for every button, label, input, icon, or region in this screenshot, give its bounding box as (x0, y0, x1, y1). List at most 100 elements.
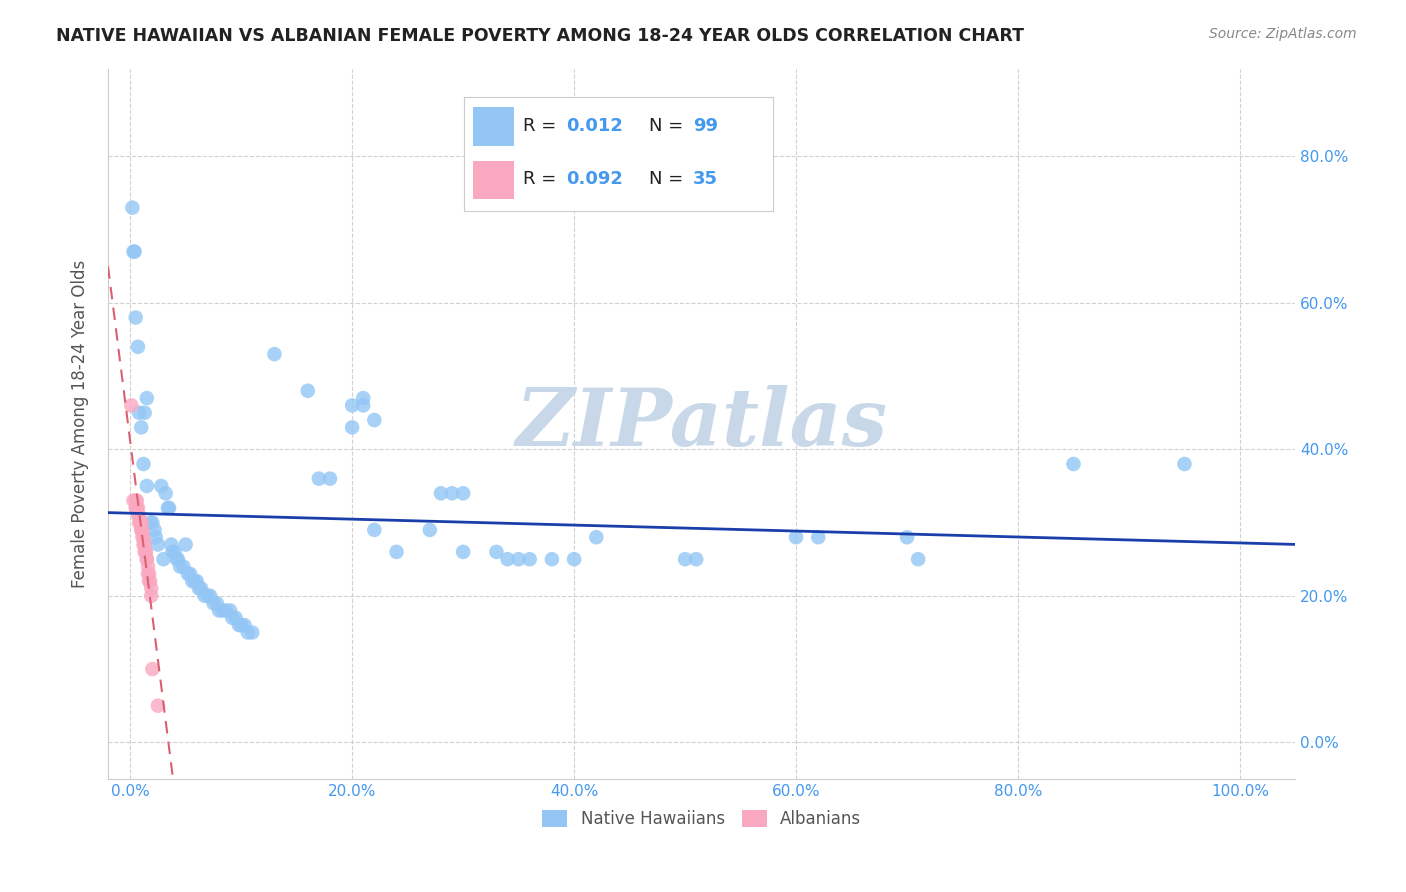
Point (120, 398, 142, 412)
Point (233, 618, 256, 632)
Point (169, 559, 191, 574)
Point (785, 530, 807, 544)
Point (197, 589, 219, 603)
Point (219, 603, 242, 617)
Point (127, 500, 149, 515)
Point (125, 493, 148, 508)
Point (129, 516, 152, 530)
Point (1063, 457, 1085, 471)
Point (157, 500, 180, 515)
Point (146, 698, 169, 713)
Point (440, 486, 463, 500)
Point (385, 545, 408, 559)
Point (129, 523, 152, 537)
Point (562, 552, 585, 566)
Point (231, 618, 253, 632)
Point (125, 493, 148, 508)
Point (134, 406, 156, 420)
Point (132, 530, 155, 544)
Point (139, 516, 162, 530)
Point (129, 516, 152, 530)
Point (134, 537, 156, 551)
Point (135, 479, 157, 493)
Point (340, 420, 363, 434)
Point (172, 559, 194, 574)
Point (485, 545, 508, 559)
Point (225, 611, 247, 625)
Point (125, 310, 148, 325)
Point (177, 566, 200, 581)
Point (352, 398, 374, 412)
Point (122, 244, 145, 259)
Point (125, 500, 148, 515)
Point (319, 472, 342, 486)
Point (124, 244, 146, 259)
Point (221, 611, 243, 625)
Point (136, 566, 159, 581)
Point (541, 552, 564, 566)
Point (128, 508, 150, 523)
Point (685, 552, 707, 566)
Point (128, 406, 150, 420)
Point (138, 566, 160, 581)
Point (122, 493, 145, 508)
Point (134, 545, 156, 559)
Point (139, 574, 162, 589)
Point (205, 596, 228, 610)
Point (363, 523, 385, 537)
Point (198, 589, 221, 603)
Point (132, 537, 155, 551)
Point (214, 603, 236, 617)
Legend: Native Hawaiians, Albanians: Native Hawaiians, Albanians (536, 803, 868, 835)
Point (363, 413, 385, 427)
Text: Source: ZipAtlas.com: Source: ZipAtlas.com (1209, 27, 1357, 41)
Point (263, 347, 285, 361)
Point (340, 398, 363, 412)
Point (519, 552, 541, 566)
Point (166, 552, 188, 566)
Point (193, 589, 215, 603)
Point (496, 552, 519, 566)
Point (181, 574, 204, 589)
Point (135, 545, 157, 559)
Point (352, 391, 374, 405)
Point (183, 574, 205, 589)
Point (236, 625, 259, 640)
Point (907, 552, 929, 566)
Point (896, 530, 918, 544)
Point (135, 552, 157, 566)
Point (419, 523, 441, 537)
Point (143, 523, 166, 537)
Point (141, 582, 163, 596)
Point (160, 537, 183, 551)
Point (125, 500, 148, 515)
Point (127, 508, 149, 523)
Point (135, 391, 157, 405)
Point (156, 500, 179, 515)
Point (179, 566, 201, 581)
Point (150, 479, 173, 493)
Point (129, 420, 152, 434)
Y-axis label: Female Poverty Among 18-24 Year Olds: Female Poverty Among 18-24 Year Olds (72, 260, 89, 588)
Point (135, 545, 157, 559)
Point (240, 625, 263, 640)
Point (228, 618, 250, 632)
Point (152, 552, 174, 566)
Point (129, 516, 152, 530)
Point (145, 530, 167, 544)
Point (508, 552, 530, 566)
Point (131, 523, 153, 537)
Point (136, 559, 159, 574)
Point (132, 457, 155, 471)
Point (208, 603, 231, 617)
Point (141, 662, 163, 676)
Point (129, 523, 152, 537)
Point (202, 596, 225, 610)
Point (807, 530, 830, 544)
Text: NATIVE HAWAIIAN VS ALBANIAN FEMALE POVERTY AMONG 18-24 YEAR OLDS CORRELATION CHA: NATIVE HAWAIIAN VS ALBANIAN FEMALE POVER… (56, 27, 1024, 45)
Point (129, 516, 152, 530)
Point (141, 589, 163, 603)
Point (141, 516, 163, 530)
Point (167, 552, 190, 566)
Point (308, 472, 330, 486)
